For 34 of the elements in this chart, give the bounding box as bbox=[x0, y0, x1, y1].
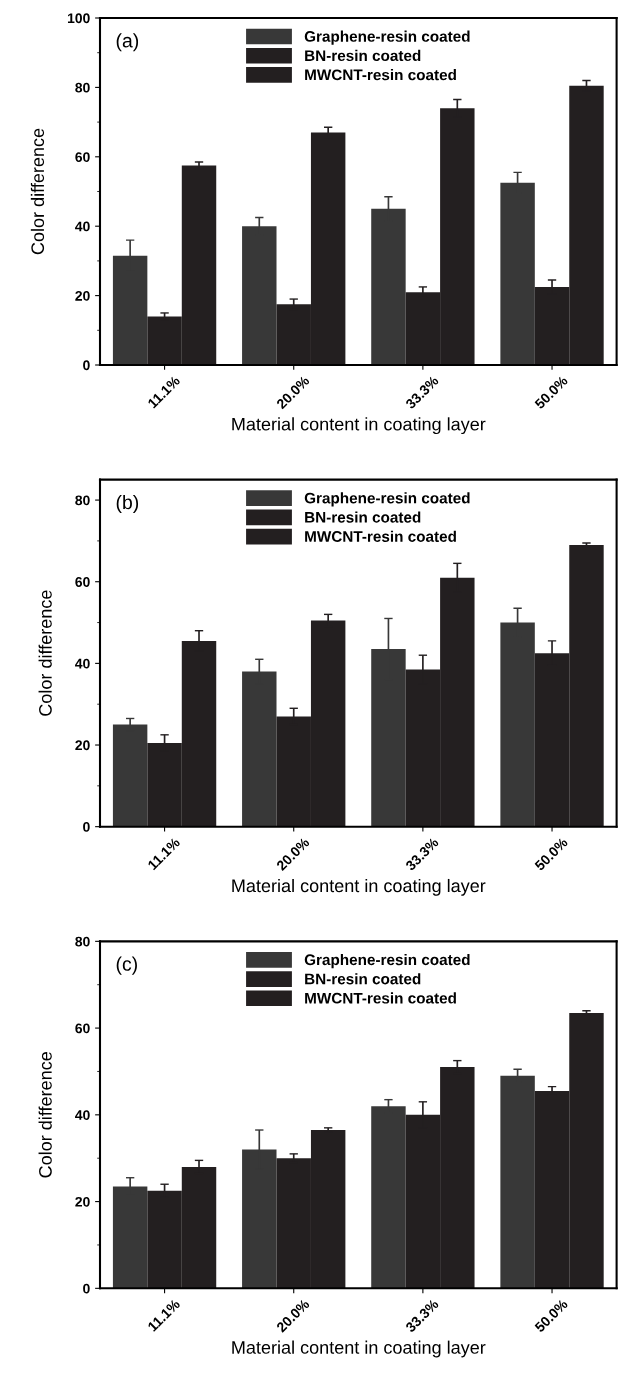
annotation: (c) bbox=[116, 956, 137, 975]
y-tick-label: 0 bbox=[83, 360, 90, 371]
y-tick-label: 60 bbox=[75, 577, 90, 587]
legend-label: Graphene-resin coated bbox=[304, 953, 470, 969]
x-axis-title: Material content in coating layer bbox=[232, 417, 486, 435]
legend-label: MWCNT-resin coated bbox=[305, 530, 456, 542]
y-tick-label: 40 bbox=[75, 658, 90, 669]
y-tick-label: 80 bbox=[75, 82, 90, 93]
y-tick-label: 60 bbox=[75, 1023, 90, 1034]
x-axis-title: Material content in coating layer bbox=[232, 878, 486, 896]
y-axis-title: Color difference bbox=[38, 1052, 52, 1178]
y-tick-label: 20 bbox=[75, 1196, 90, 1207]
y-tick-label: 0 bbox=[83, 822, 90, 832]
annotation: (b) bbox=[116, 494, 139, 514]
y-tick-label: 80 bbox=[75, 936, 90, 947]
y-tick-label: 40 bbox=[75, 1110, 90, 1120]
legend-label: BN-resin coated bbox=[305, 49, 421, 62]
y-tick-label: 80 bbox=[75, 495, 90, 506]
y-axis-title: Color difference bbox=[38, 590, 52, 716]
legend-label: MWCNT-resin coated bbox=[305, 992, 456, 1004]
y-tick-label: 20 bbox=[75, 290, 90, 301]
legend-label: Graphene-resin coated bbox=[304, 30, 470, 45]
legend-label: BN-resin coated bbox=[305, 511, 421, 523]
y-tick-label: 60 bbox=[75, 152, 90, 162]
y-tick-label: 40 bbox=[75, 221, 90, 232]
y-axis-title: Color difference bbox=[30, 128, 45, 255]
y-tick-label: 20 bbox=[75, 740, 90, 751]
y-tick-label: 0 bbox=[83, 1283, 90, 1294]
x-axis-title: Material content in coating layer bbox=[232, 1340, 486, 1358]
legend-label: BN-resin coated bbox=[305, 973, 421, 985]
legend-label: MWCNT-resin coated bbox=[305, 69, 456, 81]
y-tick-label: 100 bbox=[67, 13, 90, 24]
annotation: (a) bbox=[116, 33, 139, 52]
legend-label: Graphene-resin coated bbox=[304, 492, 470, 507]
